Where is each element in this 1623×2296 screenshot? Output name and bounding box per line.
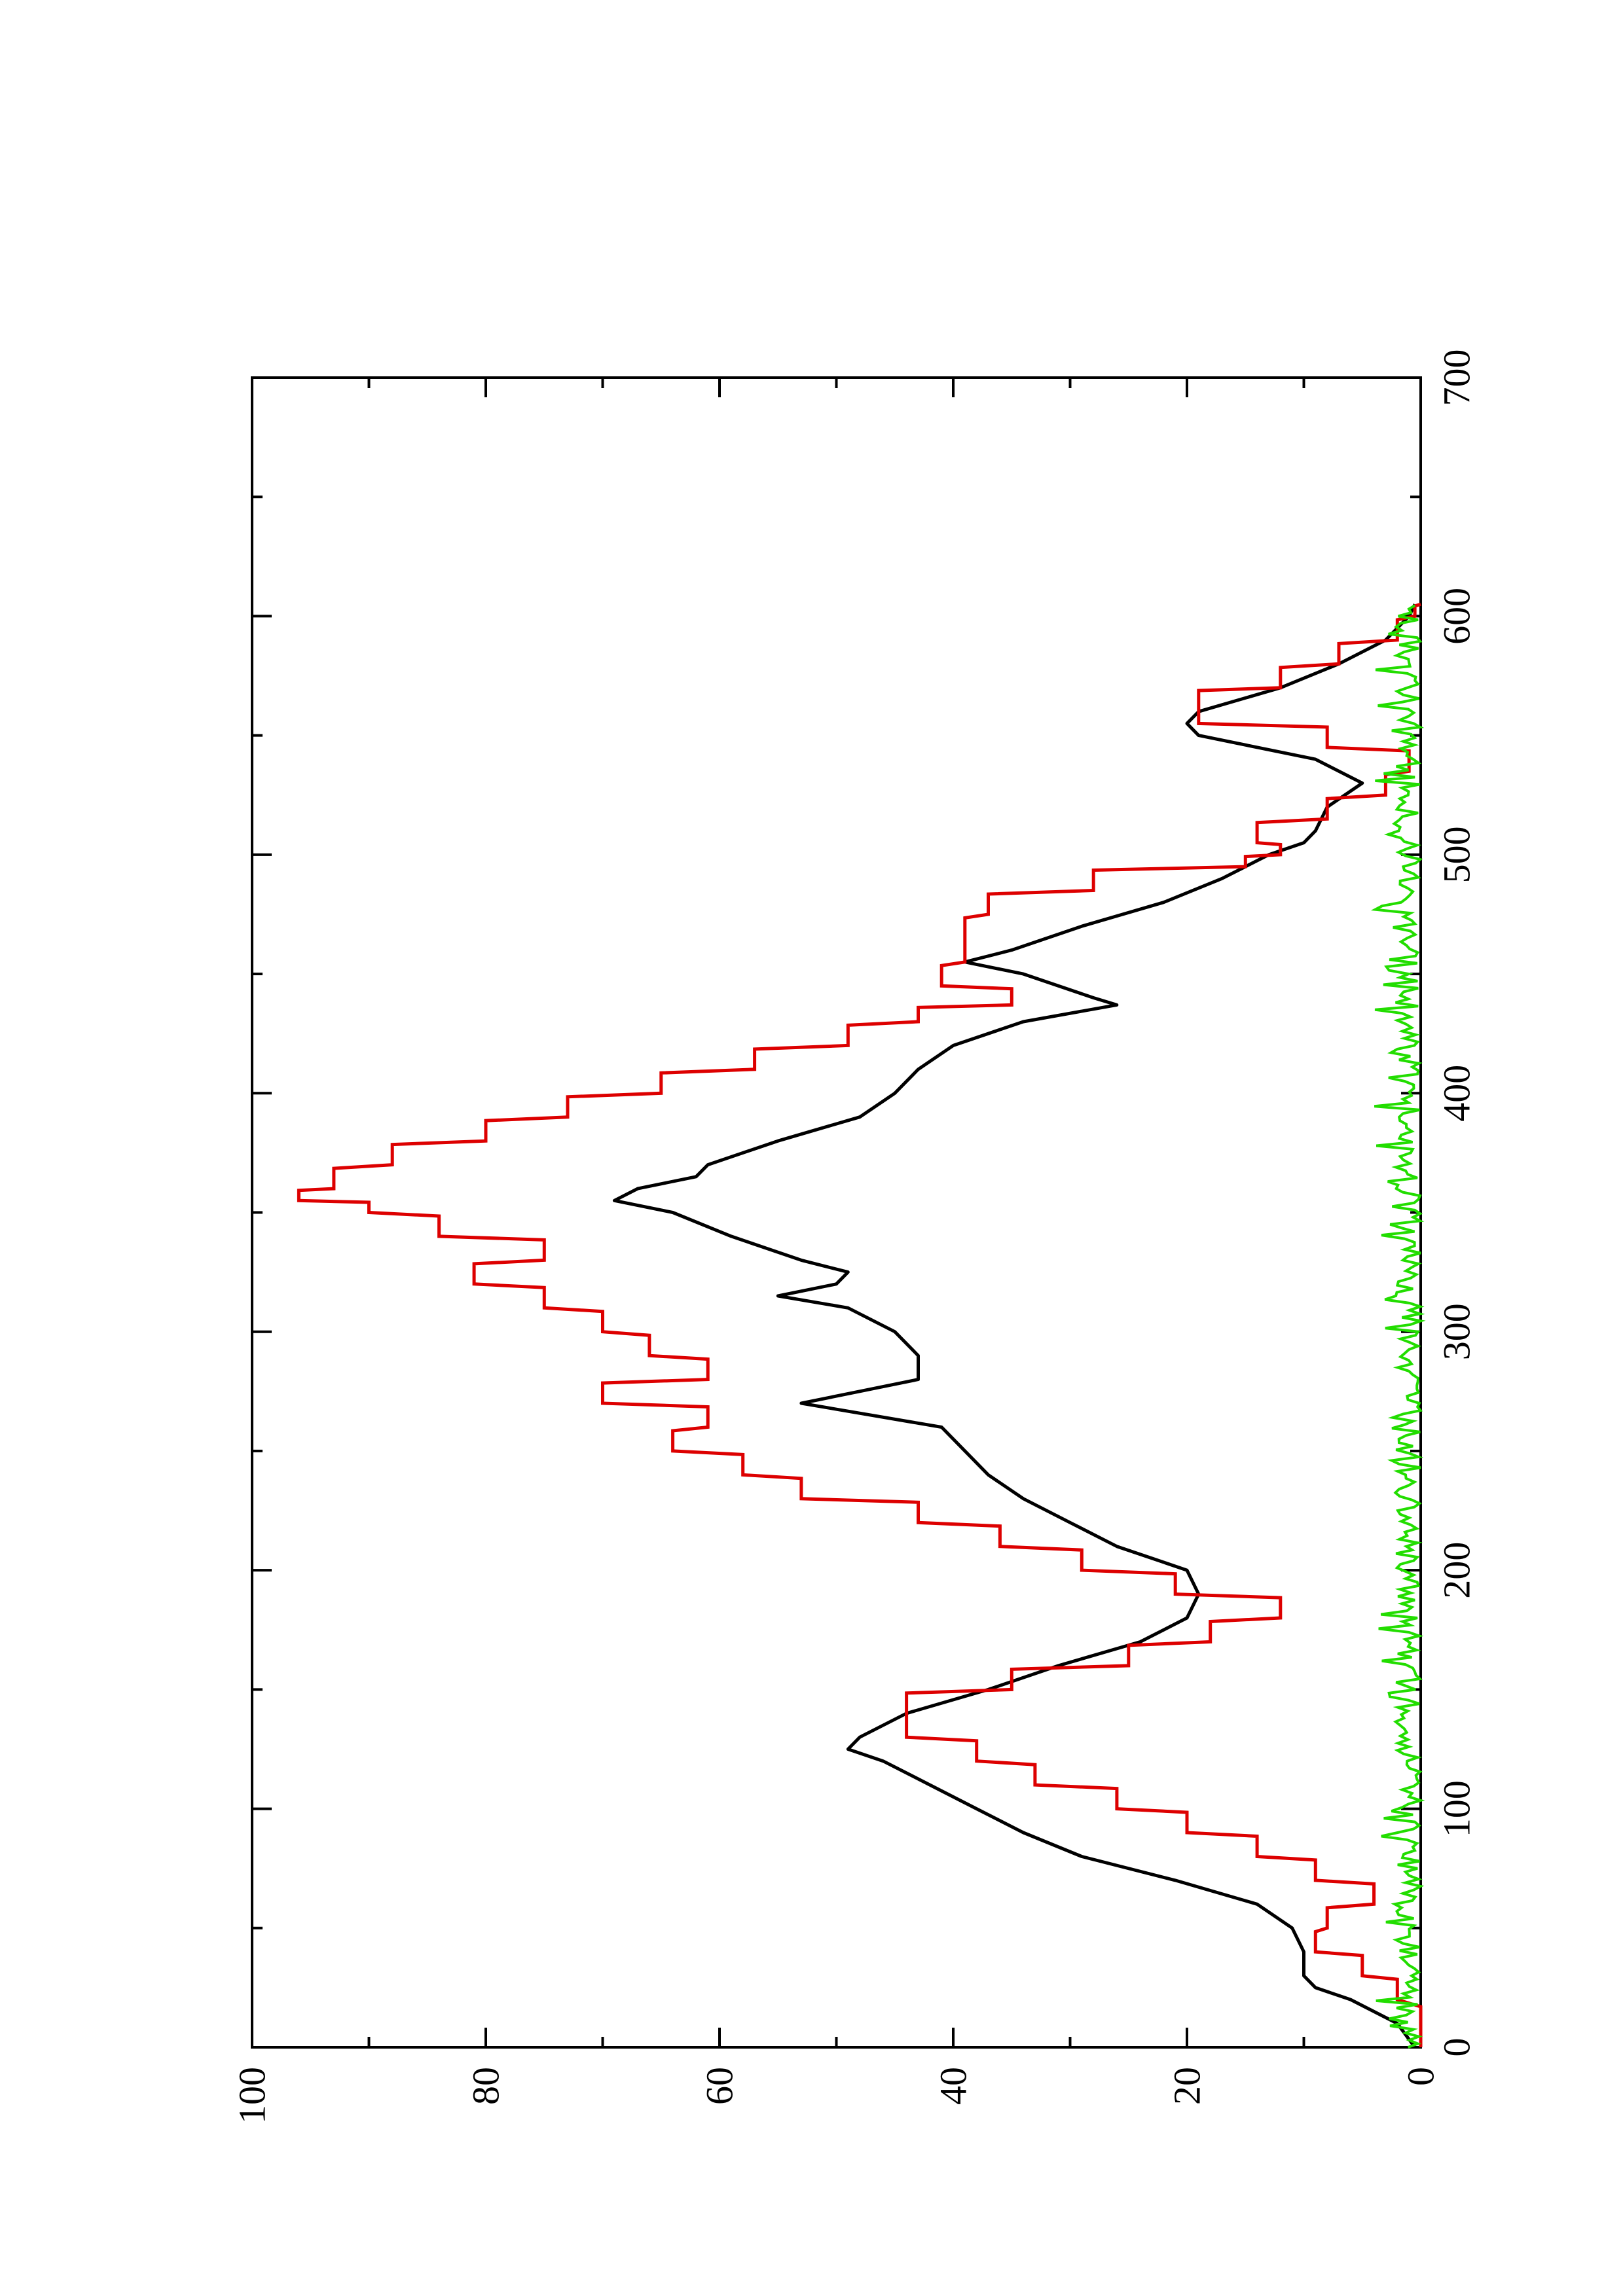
- y-tick-label: 40: [932, 2067, 975, 2105]
- series-black-line: [612, 603, 1417, 2049]
- y-tick-label: 60: [699, 2067, 741, 2105]
- axis-tick-labels: 0 100 200 300 400 500 600 700 0 20 40 60 80 100: [231, 350, 1478, 2125]
- series-layer: [297, 602, 1426, 2049]
- y-tick-label: 100: [231, 2067, 274, 2124]
- series-green-line: [1370, 604, 1426, 2049]
- x-tick-label: 700: [1436, 350, 1478, 406]
- y-tick-label: 20: [1166, 2067, 1209, 2105]
- x-tick-label: 600: [1436, 588, 1478, 645]
- series-red-line: [297, 602, 1423, 2047]
- x-tick-label: 500: [1436, 826, 1478, 883]
- x-tick-label: 300: [1436, 1303, 1478, 1360]
- plot-frame: [251, 376, 1422, 2049]
- x-tick-label: 200: [1436, 1542, 1478, 1599]
- axis-ticks: [251, 376, 1422, 2049]
- x-tick-label: 400: [1436, 1065, 1478, 1122]
- x-tick-label: 100: [1436, 1780, 1478, 1837]
- y-tick-label: 0: [1400, 2067, 1442, 2086]
- y-tick-label: 80: [465, 2067, 507, 2105]
- x-tick-label: 0: [1436, 2038, 1478, 2057]
